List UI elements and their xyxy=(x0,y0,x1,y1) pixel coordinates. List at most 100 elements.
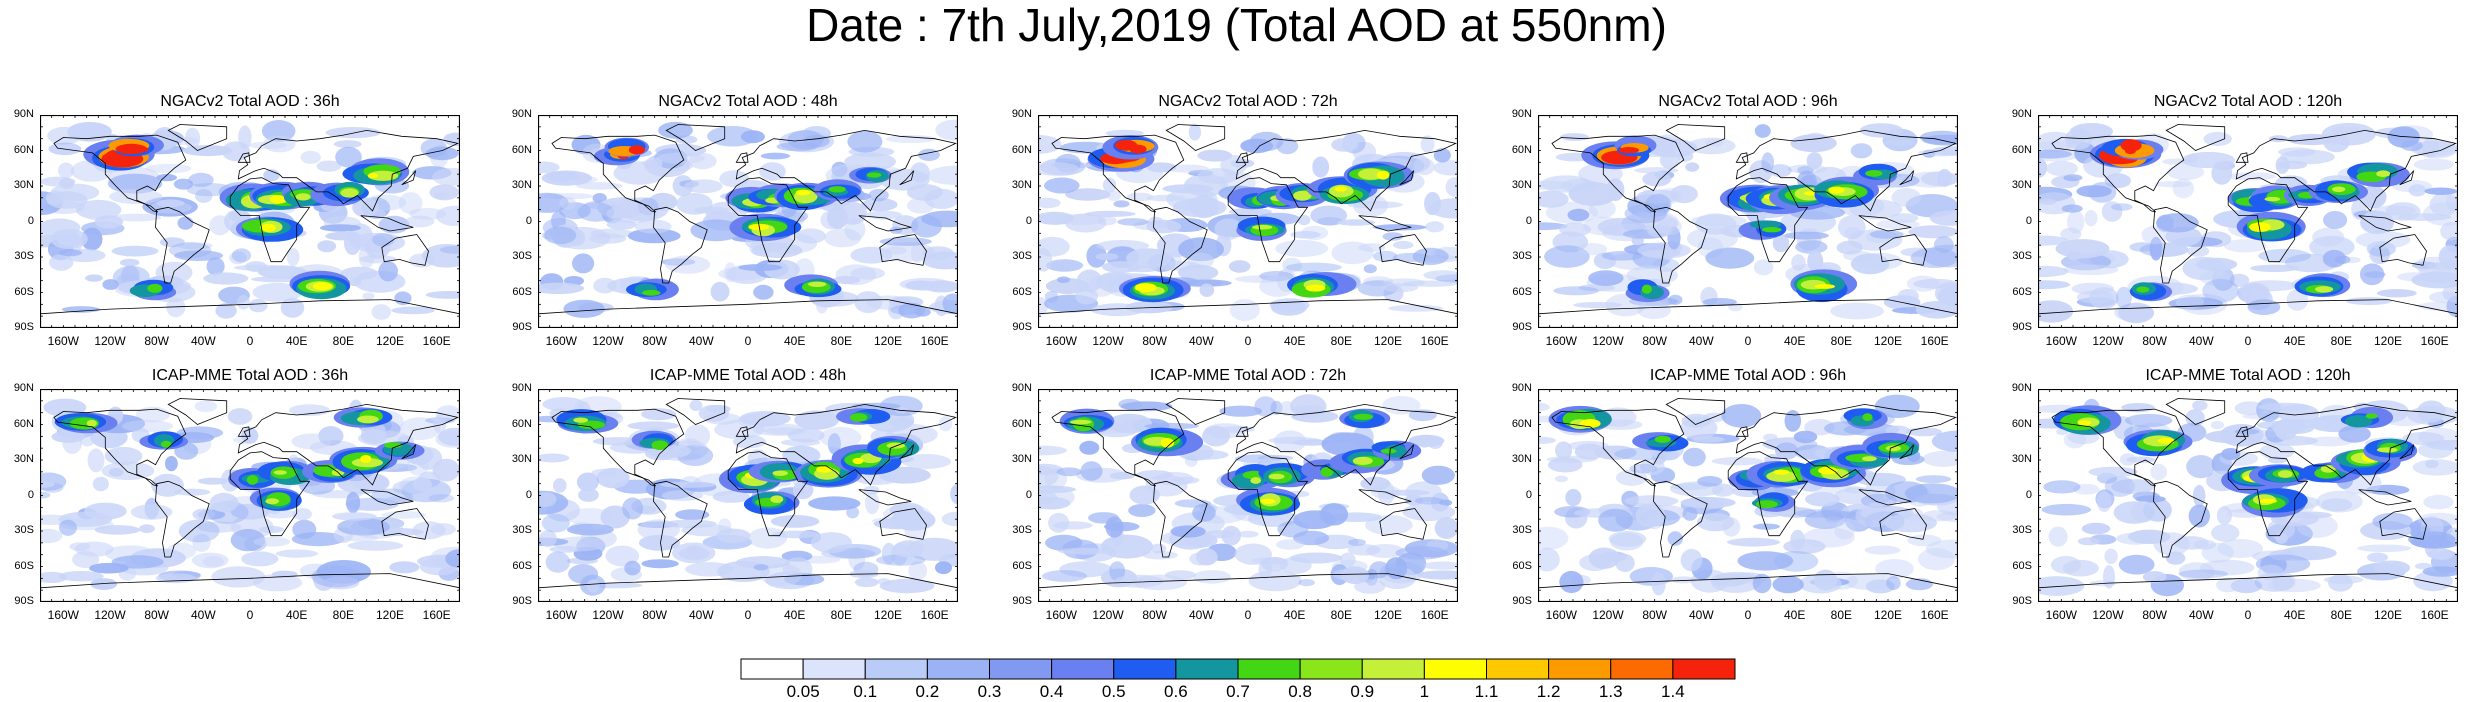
aod-haze-cell xyxy=(656,152,705,164)
lon-label: 160W xyxy=(47,608,79,622)
aod-haze-cell xyxy=(1038,197,1061,209)
aod-haze-cell xyxy=(827,206,848,230)
aod-haze-cell xyxy=(2175,294,2204,310)
aod-haze-cell xyxy=(1162,184,1214,194)
aod-haze-cell xyxy=(935,561,952,575)
aod-haze-cell xyxy=(1128,504,1156,517)
aod-haze-cell xyxy=(893,540,924,558)
aod-haze-cell xyxy=(365,235,391,259)
aod-haze-cell xyxy=(1129,485,1160,505)
aod-haze-cell xyxy=(72,551,100,568)
aod-plume-cell xyxy=(1380,448,1397,454)
aod-haze-cell xyxy=(1079,440,1100,455)
coastline xyxy=(2227,451,2309,537)
map-panel: ICAP-MME Total AOD : 96h 90N 60N 30N 0 30S 60S… xyxy=(1498,367,1958,647)
aod-haze-cell xyxy=(61,306,101,313)
map-panel: ICAP-MME Total AOD : 48h 90N 60N 30N 0 30S 60S… xyxy=(498,367,958,647)
aod-haze-cell xyxy=(168,242,212,259)
aod-haze-cell xyxy=(1897,289,1919,303)
aod-plume-cell xyxy=(1865,170,1883,177)
aod-haze-cell xyxy=(1038,211,1074,225)
aod-haze-cell xyxy=(399,476,433,495)
aod-haze-cell xyxy=(432,168,460,186)
aod-haze-cell xyxy=(1588,270,1624,286)
aod-haze-cell xyxy=(879,237,932,246)
aod-haze-cell xyxy=(342,534,379,542)
aod-haze-cell xyxy=(371,304,392,320)
aod-haze-cell xyxy=(111,245,159,257)
aod-map xyxy=(1538,389,1958,602)
aod-haze-cell xyxy=(1095,253,1119,261)
colorbar-box xyxy=(1051,658,1115,680)
lon-label: 40E xyxy=(2283,608,2306,622)
lon-label: 120W xyxy=(592,334,624,348)
aod-haze-cell xyxy=(1388,304,1444,312)
aod-haze-cell xyxy=(541,513,570,533)
aod-plume-cell xyxy=(147,283,163,293)
aod-haze-cell xyxy=(763,259,800,280)
lon-label: 160W xyxy=(2045,608,2077,622)
aod-haze-cell xyxy=(1784,231,1829,240)
colorbar-box xyxy=(802,658,866,680)
aod-haze-cell xyxy=(191,552,229,569)
aod-map xyxy=(40,115,460,328)
aod-haze-cell xyxy=(538,282,585,294)
aod-haze-cell xyxy=(1366,544,1405,558)
colorbar-box xyxy=(864,658,928,680)
aod-haze-cell xyxy=(1798,574,1842,594)
aod-haze-cell xyxy=(57,233,82,246)
aod-haze-cell xyxy=(2039,198,2057,205)
colorbar-box xyxy=(1610,658,1674,680)
aod-haze-cell xyxy=(1795,240,1828,254)
aod-haze-cell xyxy=(2192,400,2208,411)
aod-haze-cell xyxy=(890,304,922,315)
coastline xyxy=(879,508,927,540)
lat-label: 30S xyxy=(2012,250,2032,262)
aod-haze-cell xyxy=(156,199,185,207)
aod-haze xyxy=(40,398,460,592)
main-title: Date : 7th July,2019 (Total AOD at 550nm… xyxy=(806,0,1667,51)
coastline xyxy=(2379,508,2427,540)
aod-haze xyxy=(1038,394,1458,594)
aod-haze-cell xyxy=(398,192,423,215)
aod-haze-cell xyxy=(2413,158,2454,171)
aod-haze-cell xyxy=(559,197,576,210)
aod-haze-cell xyxy=(2141,225,2169,245)
aod-haze-cell xyxy=(1142,550,1178,560)
aod-haze-cell xyxy=(1850,143,1873,159)
aod-haze-cell xyxy=(429,184,460,201)
coastline xyxy=(538,299,958,328)
coastline xyxy=(1899,444,1915,460)
aod-haze-cell xyxy=(1076,269,1103,293)
aod-haze-cell xyxy=(1681,413,1712,428)
lat-label: 90N xyxy=(1511,108,1532,120)
lat-label: 90S xyxy=(1512,595,1532,607)
aod-haze-cell xyxy=(753,284,774,300)
aod-haze-cell xyxy=(566,523,614,536)
colorbar-box xyxy=(1113,658,1177,680)
coastline xyxy=(2051,134,2185,213)
aod-haze-cell xyxy=(2369,244,2390,265)
lon-label: 160E xyxy=(1920,334,1949,348)
aod-haze-cell xyxy=(1844,574,1891,590)
aod-haze-cell xyxy=(1042,570,1088,582)
aod-haze-cell xyxy=(1046,259,1084,272)
aod-haze-cell xyxy=(389,561,420,574)
aod-haze-cell xyxy=(405,215,435,228)
aod-haze-cell xyxy=(1393,240,1414,250)
aod-haze-cell xyxy=(332,512,377,521)
aod-haze-cell xyxy=(1331,138,1359,152)
aod-plumes xyxy=(1087,135,1414,303)
aod-haze-cell xyxy=(878,168,930,191)
lat-label: 30N xyxy=(2011,453,2032,465)
aod-plume-cell xyxy=(2103,154,2124,164)
coastline xyxy=(155,480,210,558)
aod-haze-cell xyxy=(1228,260,1251,273)
coastline xyxy=(665,124,726,151)
lat-label: 30S xyxy=(2012,524,2032,536)
coastline xyxy=(1038,299,1458,328)
aod-haze-cell xyxy=(685,424,711,448)
aod-haze-cell xyxy=(1790,529,1805,551)
colorbar-label: 0.4 xyxy=(1039,682,1064,701)
lon-label: 160W xyxy=(47,334,79,348)
